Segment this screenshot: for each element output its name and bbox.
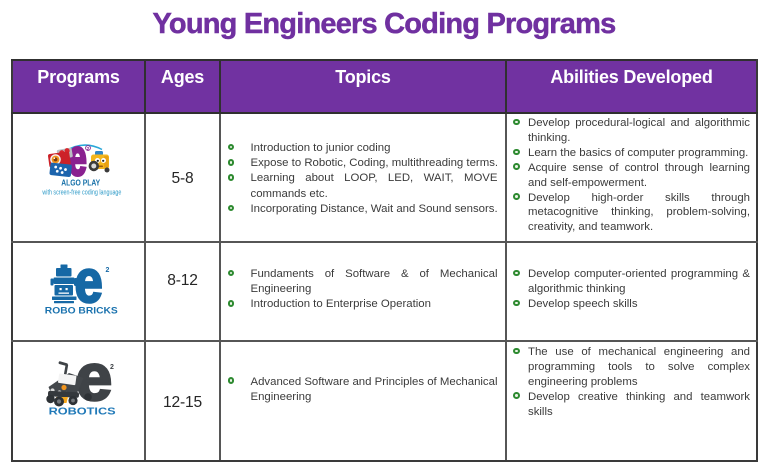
svg-text:e: e <box>68 136 87 187</box>
svg-text:ALGO PLAY: ALGO PLAY <box>61 178 100 188</box>
svg-text:2: 2 <box>87 146 90 152</box>
svg-text:2: 2 <box>106 267 110 274</box>
svg-text:ROBOTICS: ROBOTICS <box>49 407 117 418</box>
svg-text:ROBO BRICKS: ROBO BRICKS <box>45 306 118 316</box>
svg-text:e: e <box>75 262 103 315</box>
svg-text:2: 2 <box>110 364 114 371</box>
svg-text:with screen-free coding langua: with screen-free coding language <box>42 190 122 197</box>
svg-text:e: e <box>76 360 113 414</box>
